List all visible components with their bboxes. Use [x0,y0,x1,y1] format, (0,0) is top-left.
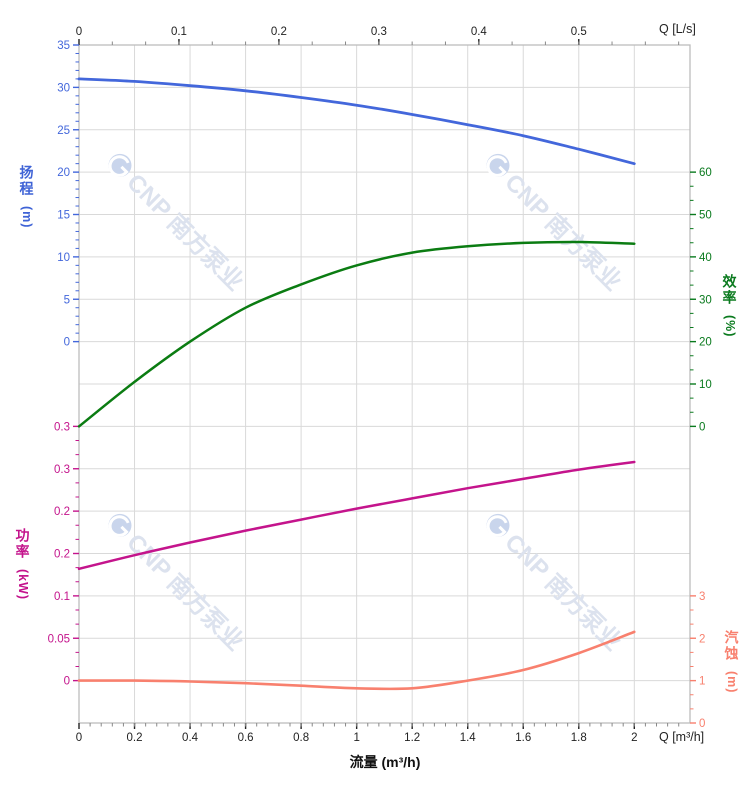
head-axis-name: 扬程 [18,165,35,197]
tick-label: 0.8 [293,732,309,744]
cnp-watermark: CNP 南方泵业 [108,153,249,296]
flow-axis-caption: 流量 (m³/h) [349,754,421,770]
tick-label: 0.05 [48,633,70,645]
tick-label: CNP 南方泵业 [499,168,627,296]
npsh-axis-unit: (m) [724,671,739,694]
tick-label: 30 [57,82,70,94]
tick-label: 20 [57,167,70,179]
tick-label: CNP 南方泵业 [121,168,249,296]
tick-label: 1 [699,676,705,688]
grid [79,45,690,723]
tick-label: CNP 南方泵业 [121,528,249,656]
tick-label: 35 [57,40,70,52]
tick-label: 60 [699,167,712,179]
tick-label: 0 [76,732,82,744]
cnp-logo-swirl [108,155,130,177]
tick-label: 0.1 [171,26,187,38]
tick-label: 5 [64,294,70,306]
x-axis-bottom: 0 0.2 0.4 0.6 0.8 1 1.2 1.4 1.6 1.8 2 [76,723,680,744]
tick-label: 10 [699,379,712,391]
tick-label: 15 [57,210,70,222]
tick-label: 0.4 [182,732,199,744]
tick-label: 1.2 [404,732,420,744]
series-npsh-curve [77,630,636,691]
tick-label: 2 [699,633,705,645]
tick-label: 0 [64,676,70,688]
tick-label: 50 [699,210,712,222]
head-axis-title: 扬程 (m) [13,165,39,228]
tick-label: 0.4 [471,26,488,38]
y-axis-npsh: 3 2 1 0 [690,591,705,730]
npsh-axis-title: 汽蚀 (m) [718,630,744,693]
tick-label: 0 [699,421,705,433]
tick-label: 0.2 [271,26,287,38]
y-axis-eff: 60 50 40 30 20 10 0 [690,167,712,433]
tick-label: 1.8 [571,732,587,744]
cnp-logo-swirl [108,515,130,537]
tick-label: 0 [64,337,70,349]
cnp-watermark: CNP 南方泵业 [486,153,627,296]
tick-label: 0.5 [571,26,587,38]
top-axis-unit-label: Q [L/s] [659,22,696,36]
tick-label: 40 [699,252,712,264]
efficiency-axis-unit: (%) [722,315,737,338]
npsh-axis-name: 汽蚀 [723,630,740,662]
power-axis-unit: (kW) [15,569,30,601]
tick-label: 10 [57,252,70,264]
cnp-watermark: CNP 南方泵业 [486,513,627,656]
tick-label: 20 [699,337,712,349]
series-power-curve [77,460,636,571]
cnp-logo-swirl [486,515,508,537]
tick-label: 25 [57,125,70,137]
cnp-watermark: CNP 南方泵业 [108,513,249,656]
cnp-logo-swirl [486,155,508,177]
x-axis-top: 0 0.1 0.2 0.3 0.4 0.5 [76,26,680,45]
series-head-curve [77,77,636,166]
tick-label: 0 [76,26,82,38]
head-axis-unit: (m) [19,206,34,229]
tick-label: 0.3 [371,26,387,38]
watermark-layer: CNP 南方泵业 CNP 南方泵业 CNP 南方泵业 CNP 南方泵业 [108,153,627,656]
tick-label: 2 [631,732,637,744]
tick-label: 0.2 [54,549,70,561]
tick-label: CNP 南方泵业 [499,528,627,656]
tick-label: 1.6 [515,732,531,744]
tick-label: 1 [353,732,359,744]
bottom-axis-unit-label: Q [m³/h] [659,730,705,744]
tick-label: 0 [699,718,705,730]
series-efficiency-curve [77,240,636,428]
power-axis-title: 功率 (kW) [9,528,35,600]
power-axis-name: 功率 [14,528,31,560]
tick-label: 0.1 [54,591,70,603]
tick-label: 0.3 [54,421,70,433]
y-axis-power: 0.3 0.3 0.2 0.2 0.1 0.05 0 [48,421,79,688]
y-axis-head: 35 30 25 20 15 10 5 0 [57,40,79,349]
tick-label: 1.4 [460,732,477,744]
efficiency-axis-title: 效率 (%) [716,274,742,337]
tick-label: 30 [699,294,712,306]
tick-label: 3 [699,591,705,603]
tick-label: 0.2 [54,506,70,518]
tick-label: 0.2 [127,732,143,744]
tick-label: 0.3 [54,464,70,476]
efficiency-axis-name: 效率 [721,274,738,306]
tick-label: 0.6 [238,732,254,744]
